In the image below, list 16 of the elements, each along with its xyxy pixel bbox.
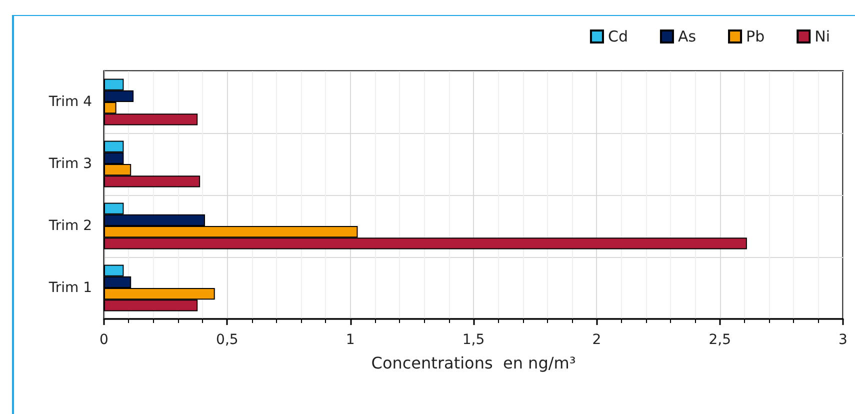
- legend-label: Cd: [608, 28, 628, 46]
- x-tick-label: 3: [838, 332, 848, 348]
- x-tick-label: 1: [346, 332, 355, 348]
- x-tick-label: 1,5: [462, 332, 485, 348]
- x-tick-label: 2,5: [708, 332, 731, 348]
- y-tick-label: Trim 1: [48, 280, 92, 296]
- y-tick-label: Trim 3: [48, 156, 92, 172]
- x-axis-title: Concentrations en ng/m³: [371, 354, 576, 372]
- y-tick-label: Trim 2: [48, 218, 92, 234]
- x-tick-label: 2: [592, 332, 602, 348]
- legend-label: Pb: [746, 28, 765, 46]
- x-tick-label: 0,5: [216, 332, 238, 348]
- x-tick-label: 0: [100, 332, 108, 348]
- y-tick-label: Trim 4: [48, 94, 92, 110]
- legend-label: Ni: [814, 28, 830, 46]
- legend-label: As: [678, 28, 696, 46]
